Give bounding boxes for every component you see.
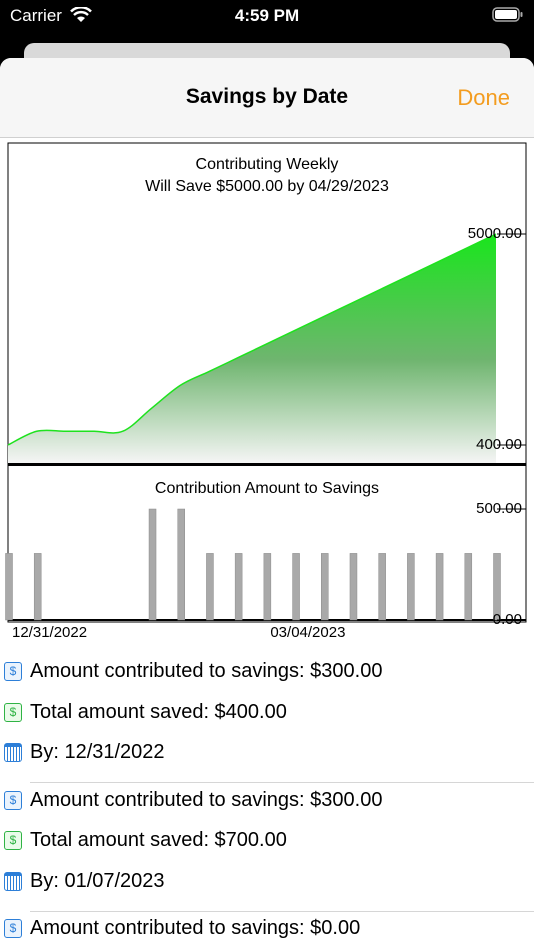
battery-icon [492, 7, 523, 22]
area-line [7, 233, 497, 446]
nav-title: Savings by Date [185, 85, 349, 108]
y-tick-label: 5000.00 [468, 225, 522, 242]
bar [33, 553, 42, 621]
dollar-icon: $ [4, 791, 22, 810]
bar [148, 508, 157, 621]
chart-subtitle: Will Save $5000.00 by 04/29/2023 [145, 178, 389, 195]
bar [407, 553, 415, 621]
bar [234, 553, 243, 621]
sheet: Savings by Date Done Contributing Weekly… [0, 58, 534, 950]
separator [30, 911, 534, 912]
entry-text: By: 01/07/2023 [30, 870, 165, 892]
dollar-icon: $ [4, 703, 22, 722]
calendar-icon [4, 743, 22, 762]
chart-divider [8, 463, 526, 466]
bar [378, 553, 386, 621]
bar [177, 508, 185, 621]
bar [435, 553, 444, 621]
y-tick-label: 400.00 [476, 436, 522, 453]
dollar-icon: $ [4, 919, 22, 938]
clock: 4:59 PM [234, 6, 300, 25]
y-tick-label: 500.00 [476, 500, 522, 517]
dollar-icon: $ [4, 662, 22, 681]
entry-date: By: 12/31/2022 [0, 739, 534, 769]
carrier: Carrier [10, 6, 62, 25]
entry-text: Total amount saved: $400.00 [30, 701, 287, 723]
y-tick-label: 0.00 [493, 611, 522, 628]
x-tick-label: 12/31/2022 [12, 624, 87, 641]
bar [206, 553, 214, 621]
entry-total: $ Total amount saved: $700.00 [0, 827, 534, 857]
entry-amount: $ Amount contributed to savings: $300.00 [0, 787, 534, 817]
x-tick-label: 03/04/2023 [270, 624, 345, 641]
bar [464, 553, 473, 621]
area-fill [8, 234, 496, 463]
bar [263, 553, 272, 621]
entry-amount: $ Amount contributed to savings: $300.00 [0, 658, 534, 688]
calendar-icon [4, 872, 22, 891]
entry-amount: $ Amount contributed to savings: $0.00 [0, 915, 534, 945]
dollar-icon: $ [4, 831, 22, 850]
bar [5, 553, 13, 621]
wifi-icon [70, 7, 92, 22]
separator [30, 782, 534, 783]
bar [292, 553, 300, 621]
bar [321, 553, 329, 621]
charts: Contributing Weekly Will Save $5000.00 b… [5, 142, 527, 641]
entry-text: Amount contributed to savings: $300.00 [30, 789, 383, 811]
status-bar: Carrier 4:59 PM [0, 0, 534, 30]
chart-title: Contribution Amount to Savings [155, 480, 379, 497]
entry-text: By: 12/31/2022 [30, 741, 165, 763]
entry-date: By: 01/07/2023 [0, 868, 534, 898]
entry-text: Amount contributed to savings: $300.00 [30, 660, 383, 682]
nav-bar: Savings by Date Done [0, 58, 534, 138]
bar [349, 553, 358, 621]
entry-total: $ Total amount saved: $400.00 [0, 699, 534, 729]
chart-title: Contributing Weekly [196, 156, 339, 173]
entry-text: Amount contributed to savings: $0.00 [30, 917, 361, 939]
entry-text: Total amount saved: $700.00 [30, 829, 287, 851]
done-button[interactable]: Done [457, 85, 510, 110]
